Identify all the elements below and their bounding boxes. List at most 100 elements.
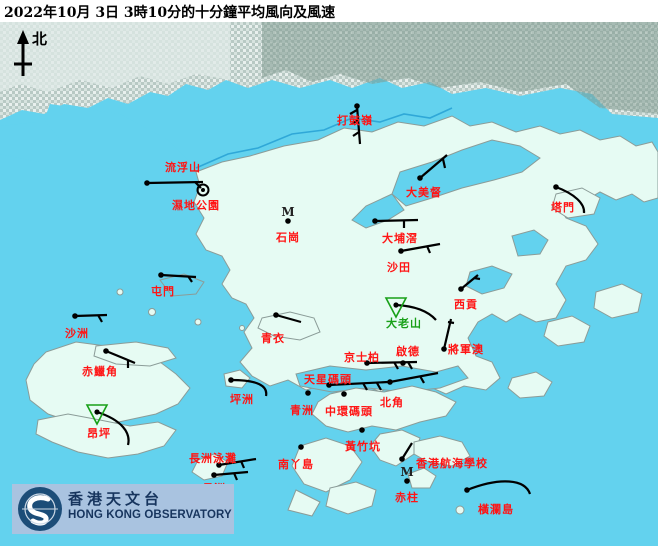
wind-barb-shaft: [74, 313, 108, 318]
wind-station[interactable]: [387, 371, 439, 385]
station-label: 大埔滘: [382, 232, 418, 245]
high-station-triangle-icon: [384, 297, 408, 319]
map-geography: [0, 22, 658, 546]
wind-station[interactable]: [211, 470, 249, 481]
wind-station[interactable]: [404, 478, 410, 484]
wind-station[interactable]: [285, 218, 291, 224]
station-marker-dot: [216, 462, 222, 468]
station-marker-dot: [354, 103, 360, 109]
station-marker-dot: [372, 218, 378, 224]
station-label: 大美督: [406, 186, 442, 199]
wind-station[interactable]: [398, 242, 441, 254]
wind-barb-shaft: [419, 154, 448, 179]
wind-barb-shaft: [213, 470, 249, 477]
station-marker-dot: [393, 302, 399, 308]
logo-name-en: HONG KONG OBSERVATORY: [68, 509, 232, 521]
north-arrow: 北: [8, 28, 54, 80]
wind-station[interactable]: [228, 377, 268, 397]
station-marker-dot: [298, 444, 304, 450]
wind-station[interactable]: [441, 318, 455, 352]
wind-station[interactable]: [326, 380, 389, 391]
station-label: 將軍澳: [448, 343, 484, 356]
wind-station[interactable]: [103, 348, 136, 368]
station-label: 南丫島: [278, 458, 314, 471]
wind-barb-feather: [349, 109, 358, 115]
wind-station[interactable]: [417, 154, 448, 181]
station-marker-dot: [398, 248, 404, 254]
wind-station[interactable]: [298, 444, 304, 450]
station-label: 天星碼頭: [304, 373, 352, 386]
wind-barb-feather: [447, 320, 455, 325]
station-marker-dot: [553, 184, 559, 190]
station-marker-dot: [399, 456, 405, 462]
wind-station[interactable]: [273, 312, 302, 324]
wind-station[interactable]: [196, 183, 210, 197]
station-label: 赤鱲角: [82, 365, 118, 378]
wind-barb-layer[interactable]: [0, 22, 658, 546]
wind-barb-feather: [239, 460, 246, 469]
wind-barb-shaft: [555, 185, 586, 214]
north-eastern-island: [593, 283, 643, 319]
wind-station[interactable]: [399, 442, 413, 462]
wind-station[interactable]: [384, 297, 437, 321]
wind-station[interactable]: [305, 390, 311, 396]
wind-barb-shaft: [389, 371, 439, 384]
logo-name-zh: 香港天文台: [68, 490, 164, 508]
wind-station[interactable]: [341, 391, 347, 397]
wind-barb-feather: [352, 131, 360, 137]
wind-station[interactable]: [364, 360, 418, 370]
wind-station[interactable]: [144, 180, 204, 189]
station-label: 北角: [380, 396, 404, 409]
wind-barb-feather: [376, 382, 382, 391]
wind-station[interactable]: [85, 404, 130, 446]
wind-station[interactable]: [553, 184, 586, 214]
wind-barb-feather: [187, 275, 193, 283]
station-marker-dot: [404, 478, 410, 484]
station-label: 青衣: [261, 332, 285, 345]
station-label: 赤柱: [395, 491, 419, 504]
peng-chau-island: [223, 369, 251, 389]
wind-barb-shaft: [355, 105, 362, 145]
station-marker-dot: [228, 377, 234, 383]
station-marker-dot: [341, 391, 347, 397]
station-label: 中環碼頭: [325, 405, 373, 418]
wind-barb-shaft: [160, 273, 197, 279]
wind-barb-shaft: [466, 480, 532, 495]
wind-station[interactable]: [458, 274, 481, 292]
station-marker-dot: [464, 487, 470, 493]
map-canvas[interactable]: 打鼓嶺 流浮山 濕地公園 石崗 M 大美督 塔門 大埔滘 沙田 屯門 西貢 沙洲 大老山 青衣 將軍澳 赤鱲角…: [0, 22, 658, 546]
wind-station[interactable]: [72, 313, 108, 323]
station-label: 昂坪: [87, 427, 111, 440]
missing-data-flag: M: [281, 205, 295, 219]
wind-station[interactable]: [359, 427, 365, 433]
station-marker-dot: [400, 360, 406, 366]
station-marker-dot: [72, 313, 78, 319]
station-marker-dot: [273, 312, 279, 318]
page-title: 2022年10月 3日 3時10分的十分鐘平均風向及風速: [4, 5, 336, 21]
wind-barb-feather: [351, 119, 359, 125]
wind-station[interactable]: [464, 480, 532, 495]
stanley-peninsula: [413, 435, 471, 467]
station-label: 香港航海學校: [416, 457, 488, 470]
wind-barb-feather: [362, 382, 368, 391]
wind-barb-feather: [97, 314, 103, 323]
mainland-landmass: [0, 22, 658, 184]
station-label: 沙田: [387, 261, 411, 274]
station-marker-dot: [359, 427, 365, 433]
wind-barb-shaft: [460, 274, 479, 290]
wind-barb-shaft: [230, 378, 268, 397]
port-shelter-island: [543, 315, 591, 347]
wind-barb-feather: [441, 158, 447, 169]
north-arrow-icon: [14, 30, 32, 76]
wind-station[interactable]: [372, 218, 419, 228]
wind-station[interactable]: [158, 272, 197, 283]
wind-station[interactable]: [349, 103, 362, 145]
wind-station[interactable]: [216, 457, 257, 469]
station-marker-dot: [458, 286, 464, 292]
station-label: 橫瀾島: [478, 503, 514, 516]
station-marker-dot: [305, 390, 311, 396]
wind-barb-feather: [393, 361, 399, 370]
station-label: 屯門: [151, 285, 175, 298]
wind-station[interactable]: [400, 360, 406, 366]
tap-mun-island: [551, 187, 601, 219]
